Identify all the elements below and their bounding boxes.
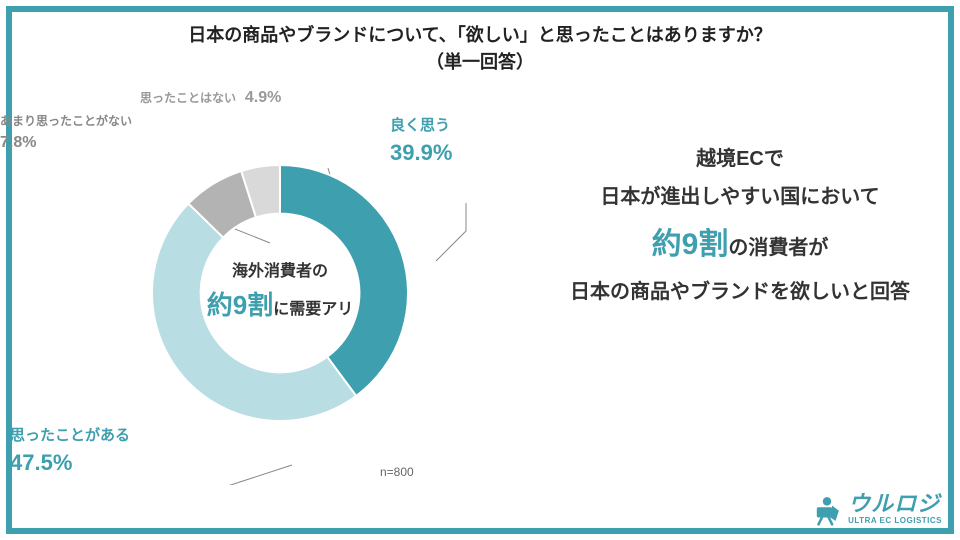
donut-chart: 海外消費者の 約9割に需要アリ n=800 良く思う39.9%思ったことがある4… [70, 105, 490, 485]
title-line2: （単一回答） [0, 49, 960, 76]
summary-line: 越境ECで [560, 140, 920, 178]
logo-main: ウルロジ [848, 493, 942, 515]
center-line2: 約9割に需要アリ [207, 285, 353, 327]
center-emph: 約9割 [207, 290, 273, 320]
slice-callout: 思ったことがある47.5% [10, 425, 130, 479]
slice-callout: あまり思ったことがない7.8% [0, 113, 132, 154]
center-line1: 海外消費者の [232, 259, 328, 285]
donut-center-text: 海外消費者の 約9割に需要アリ [150, 163, 410, 423]
center-rest: に需要アリ [273, 301, 353, 318]
title-line1: 日本の商品やブランドについて、「欲しい」と思ったことはありますか？ [0, 22, 960, 49]
page-title: 日本の商品やブランドについて、「欲しい」と思ったことはありますか？ （単一回答） [0, 22, 960, 76]
summary-text: 越境ECで日本が進出しやすい国において約9割の消費者が日本の商品やブランドを欲し… [560, 140, 920, 311]
leader-line [200, 465, 292, 485]
logo-icon [810, 492, 844, 526]
slice-callout: 思ったことはない 4.9% [140, 87, 281, 109]
slice-callout: 良く思う39.9% [390, 115, 452, 169]
leader-line [436, 203, 466, 261]
donut-wrap: 海外消費者の 約9割に需要アリ [150, 163, 410, 423]
logo-text: ウルロジ ULTRA EC LOGISTICS [848, 493, 942, 525]
logo-sub: ULTRA EC LOGISTICS [848, 517, 942, 525]
sample-size: n=800 [380, 465, 414, 479]
brand-logo: ウルロジ ULTRA EC LOGISTICS [810, 492, 942, 526]
summary-line: 日本が進出しやすい国において [560, 178, 920, 216]
summary-line: 約9割の消費者が [560, 216, 920, 273]
summary-line: 日本の商品やブランドを欲しいと回答 [560, 273, 920, 311]
